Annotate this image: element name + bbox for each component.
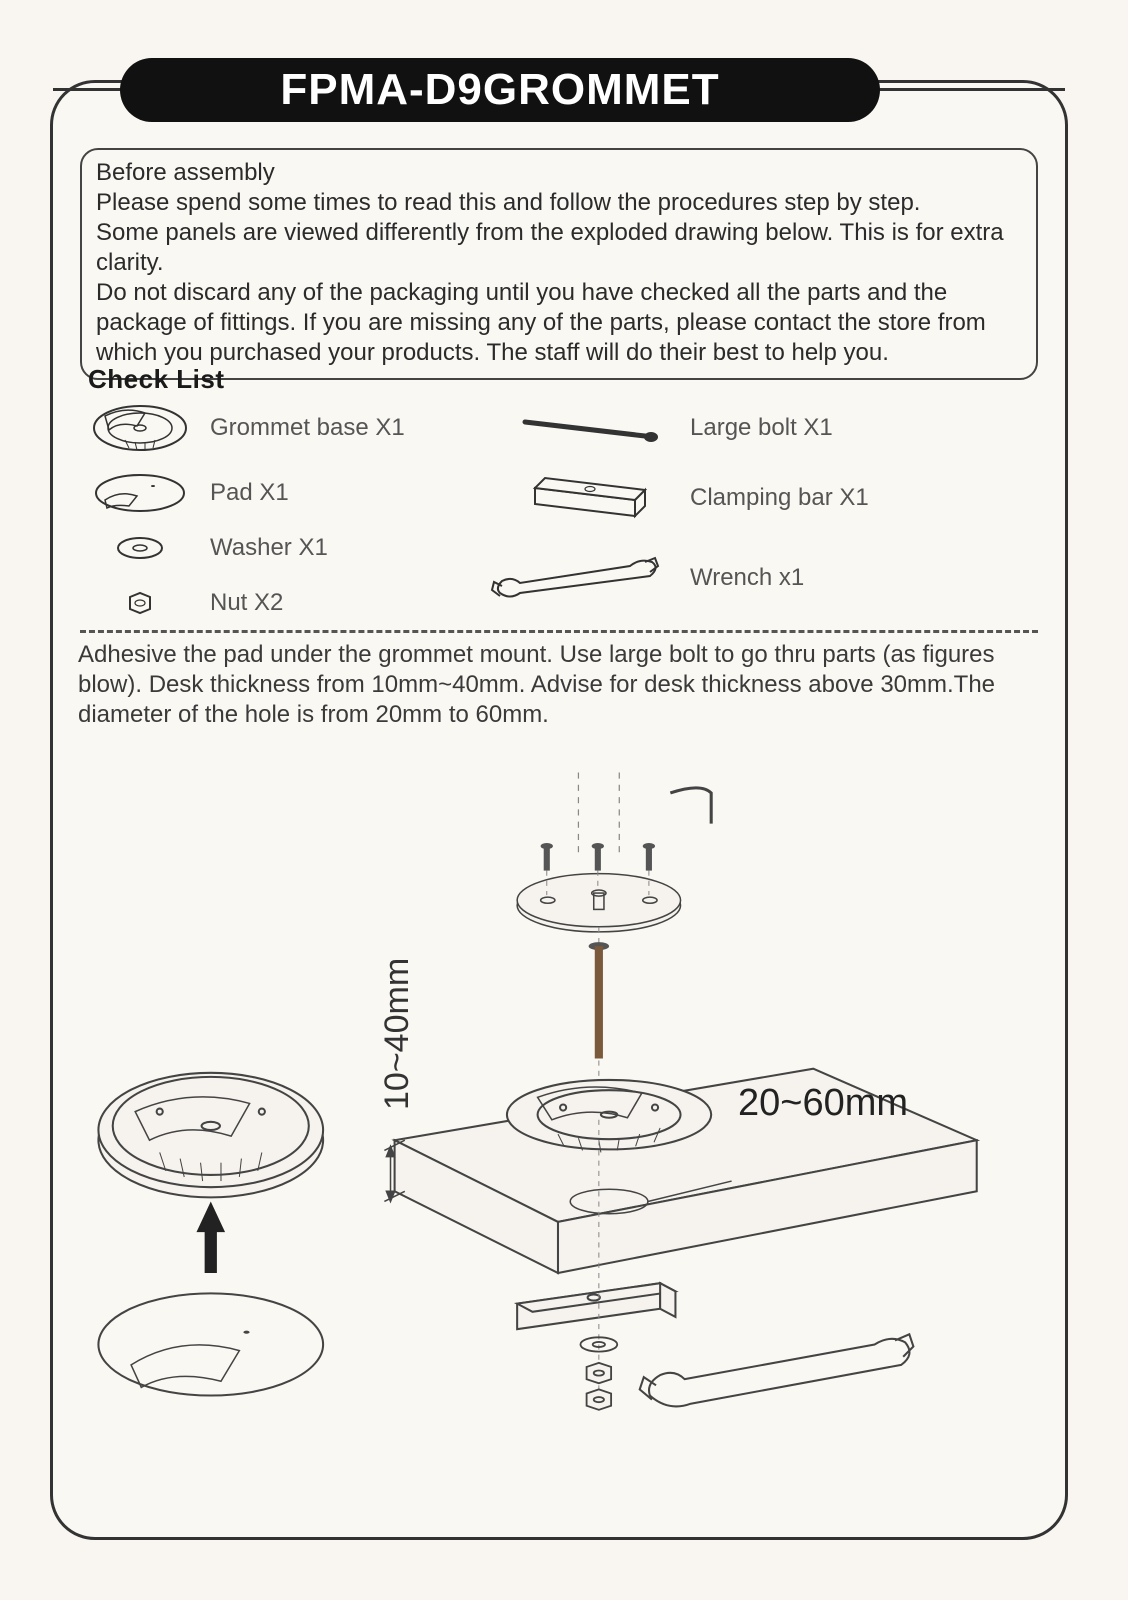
- pad-icon: [80, 468, 200, 518]
- hole-diameter-label: 20~60mm: [738, 1082, 908, 1125]
- intro-line3: Do not discard any of the packaging unti…: [96, 278, 1022, 368]
- wrench-icon: [480, 548, 680, 608]
- checklist-label: Clamping bar X1: [690, 484, 869, 512]
- checklist-label: Pad X1: [210, 479, 289, 507]
- checklist-item-washer: Washer X1: [80, 528, 328, 568]
- clamping-bar-icon: [500, 468, 680, 528]
- checklist-label: Large bolt X1: [690, 414, 833, 442]
- checklist-label: Washer X1: [210, 534, 328, 562]
- checklist-item-wrench: Wrench x1: [480, 548, 804, 608]
- product-title: FPMA-D9GROMMET: [280, 65, 719, 114]
- title-wing-right: [875, 88, 1065, 91]
- checklist-item-clamping-bar: Clamping bar X1: [500, 468, 869, 528]
- checklist-item-nut: Nut X2: [80, 583, 283, 623]
- page: FPMA-D9GROMMET Before assembly Please sp…: [0, 0, 1128, 1600]
- checklist: Grommet base X1 Pad X1 Washer X1: [80, 398, 1040, 636]
- instructions-text: Adhesive the pad under the grommet mount…: [78, 640, 1038, 730]
- large-bolt-icon: [500, 408, 680, 448]
- product-title-pill: FPMA-D9GROMMET: [120, 58, 880, 122]
- nut-icon: [80, 583, 200, 623]
- checklist-label: Nut X2: [210, 589, 283, 617]
- intro-box: Before assembly Please spend some times …: [80, 148, 1038, 380]
- intro-line1: Please spend some times to read this and…: [96, 188, 1022, 218]
- assembly-diagram: 10~40mm 20~60mm: [78, 740, 1038, 1520]
- washer-icon: [80, 528, 200, 568]
- checklist-label: Grommet base X1: [210, 414, 405, 442]
- checklist-item-pad: Pad X1: [80, 468, 289, 518]
- intro-line2: Some panels are viewed differently from …: [96, 218, 1022, 278]
- desk-thickness-label: 10~40mm: [378, 958, 417, 1110]
- intro-heading: Before assembly: [96, 158, 1022, 188]
- checklist-title: Check List: [88, 364, 225, 395]
- dashed-separator: [80, 630, 1038, 633]
- checklist-item-grommet-base: Grommet base X1: [80, 398, 405, 458]
- grommet-base-icon: [80, 398, 200, 458]
- checklist-label: Wrench x1: [690, 564, 804, 592]
- checklist-item-large-bolt: Large bolt X1: [500, 408, 833, 448]
